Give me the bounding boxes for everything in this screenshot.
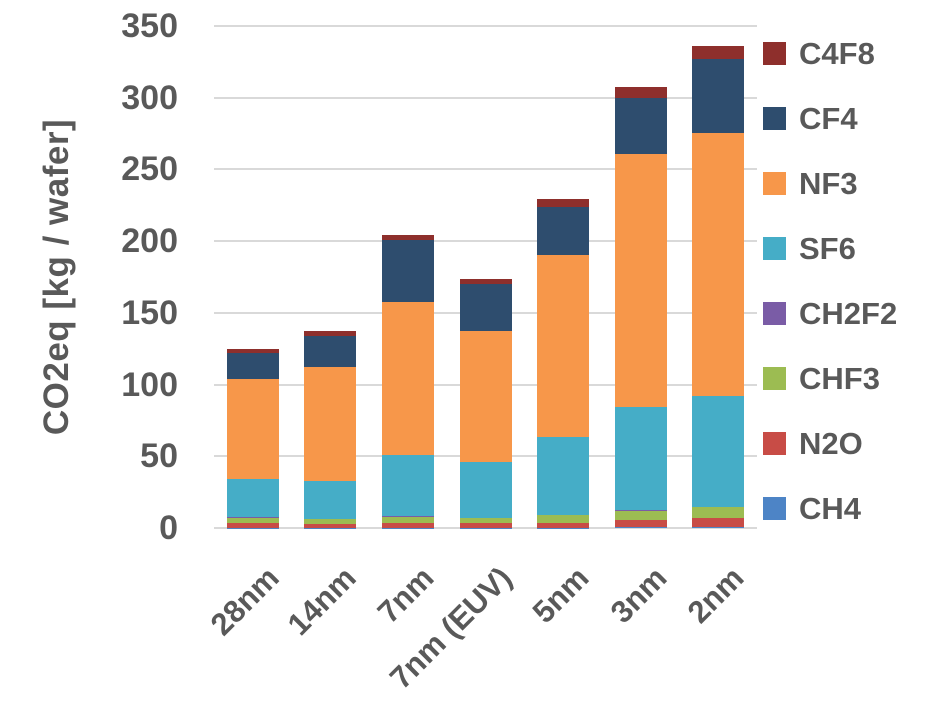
x-label-2nm: 2nm — [681, 560, 751, 630]
bar-segment-chf3-7nm-euv — [459, 518, 512, 524]
legend-swatch-ch2f2 — [763, 302, 786, 325]
x-label-5nm: 5nm — [526, 560, 596, 630]
bar-segment-ch2f2-3nm — [614, 510, 667, 511]
bar-segment-ch4-3nm — [614, 527, 667, 528]
bar-segment-sf6-3nm — [614, 407, 667, 511]
legend-item-n2o: N2O — [763, 411, 897, 476]
legend-swatch-c4f8 — [763, 42, 786, 65]
legend-item-ch4: CH4 — [763, 476, 897, 541]
bar-segment-c4f8-7nm — [381, 235, 434, 241]
bar-3nm — [614, 86, 667, 528]
gridline-0 — [214, 527, 757, 529]
legend-label-chf3: CHF3 — [799, 360, 880, 396]
y-tick-label-50: 50 — [140, 437, 178, 476]
legend-label-n2o: N2O — [799, 425, 863, 461]
legend-item-ch2f2: CH2F2 — [763, 281, 897, 346]
bar-2nm — [692, 46, 745, 528]
bar-segment-chf3-5nm — [537, 515, 590, 523]
bar-segment-cf4-28nm — [226, 352, 279, 379]
x-label-7nm: 7nm — [370, 560, 441, 630]
legend-swatch-n2o — [763, 432, 786, 455]
bar-segment-sf6-5nm — [537, 436, 590, 515]
bar-segment-c4f8-2nm — [692, 46, 745, 60]
x-label-14nm: 14nm — [281, 560, 364, 643]
bar-segment-sf6-7nm-euv — [459, 461, 512, 518]
bar-segment-nf3-7nm-euv — [459, 330, 512, 462]
bar-segment-nf3-14nm — [304, 367, 357, 481]
legend-swatch-sf6 — [763, 237, 786, 260]
bar-segment-nf3-2nm — [692, 133, 745, 396]
bar-segment-chf3-2nm — [692, 507, 745, 519]
bar-segment-nf3-28nm — [226, 378, 279, 480]
bar-segment-n2o-3nm — [614, 519, 667, 528]
bar-segment-cf4-5nm — [537, 207, 590, 256]
bar-segment-nf3-5nm — [537, 255, 590, 437]
gridline-200 — [214, 240, 757, 243]
legend-label-ch2f2: CH2F2 — [799, 295, 898, 331]
bar-segment-n2o-28nm — [226, 523, 279, 528]
bar-segment-n2o-2nm — [692, 518, 745, 528]
bar-5nm — [537, 198, 590, 528]
legend-label-cf4: CF4 — [799, 100, 858, 136]
bar-14nm — [304, 331, 357, 528]
legend-label-ch4: CH4 — [799, 490, 862, 526]
gridline-350 — [214, 25, 757, 27]
bar-segment-chf3-3nm — [614, 510, 667, 520]
bar-7nm-euv — [459, 279, 512, 528]
y-tick-label-350: 350 — [121, 7, 178, 45]
bar-28nm — [226, 348, 279, 528]
bar-segment-n2o-7nm — [381, 522, 434, 528]
legend-item-c4f8: C4F8 — [763, 21, 897, 86]
legend-swatch-cf4 — [763, 107, 786, 130]
bar-segment-n2o-14nm — [304, 524, 357, 528]
plot-area — [214, 25, 757, 529]
bar-segment-nf3-3nm — [614, 154, 667, 408]
bar-segment-cf4-7nm — [381, 240, 434, 302]
legend-item-chf3: CHF3 — [763, 346, 897, 411]
bar-segment-cf4-7nm-euv — [459, 284, 512, 331]
legend-label-c4f8: C4F8 — [799, 35, 875, 71]
bar-segment-sf6-7nm — [381, 454, 434, 517]
legend-item-sf6: SF6 — [763, 216, 897, 281]
legend: C4F8 CF4 NF3 SF6 CH2F2 CHF3 N2O CH4 — [763, 21, 897, 541]
bar-segment-n2o-7nm-euv — [459, 523, 512, 528]
legend-label-nf3: NF3 — [799, 165, 858, 201]
bar-segment-sf6-2nm — [692, 395, 745, 507]
bar-segment-ch4-2nm — [692, 527, 745, 528]
bar-segment-nf3-7nm — [381, 301, 434, 455]
gridline-300 — [214, 96, 757, 99]
y-tick-label-300: 300 — [121, 78, 178, 117]
bar-segment-chf3-28nm — [226, 517, 279, 524]
bar-segment-chf3-7nm — [381, 516, 434, 523]
bar-segment-cf4-14nm — [304, 335, 357, 368]
y-tick-label-100: 100 — [121, 365, 178, 404]
gridline-250 — [214, 168, 757, 171]
y-tick-label-0: 0 — [159, 509, 178, 547]
x-label-28nm: 28nm — [203, 560, 286, 643]
bar-segment-c4f8-28nm — [226, 348, 279, 353]
bar-segment-c4f8-7nm-euv — [459, 279, 512, 285]
y-tick-label-150: 150 — [121, 293, 178, 332]
bar-segment-n2o-5nm — [537, 522, 590, 528]
bar-7nm — [381, 235, 434, 528]
bar-segment-ch2f2-2nm — [692, 506, 745, 508]
bar-segment-sf6-14nm — [304, 480, 357, 519]
y-tick-label-200: 200 — [121, 222, 178, 261]
bar-segment-cf4-3nm — [614, 98, 667, 154]
bar-segment-chf3-14nm — [304, 518, 357, 524]
legend-swatch-nf3 — [763, 172, 786, 195]
bar-segment-c4f8-5nm — [537, 198, 590, 208]
x-label-3nm: 3nm — [603, 560, 674, 630]
bar-segment-cf4-2nm — [692, 59, 745, 134]
bar-segment-c4f8-14nm — [304, 331, 357, 336]
legend-item-nf3: NF3 — [763, 151, 897, 216]
legend-swatch-chf3 — [763, 367, 786, 390]
legend-item-cf4: CF4 — [763, 86, 897, 151]
bar-segment-c4f8-3nm — [614, 86, 667, 99]
legend-swatch-ch4 — [763, 497, 786, 520]
legend-label-sf6: SF6 — [799, 230, 856, 266]
bar-segment-sf6-28nm — [226, 479, 279, 518]
y-tick-label-250: 250 — [121, 150, 178, 189]
